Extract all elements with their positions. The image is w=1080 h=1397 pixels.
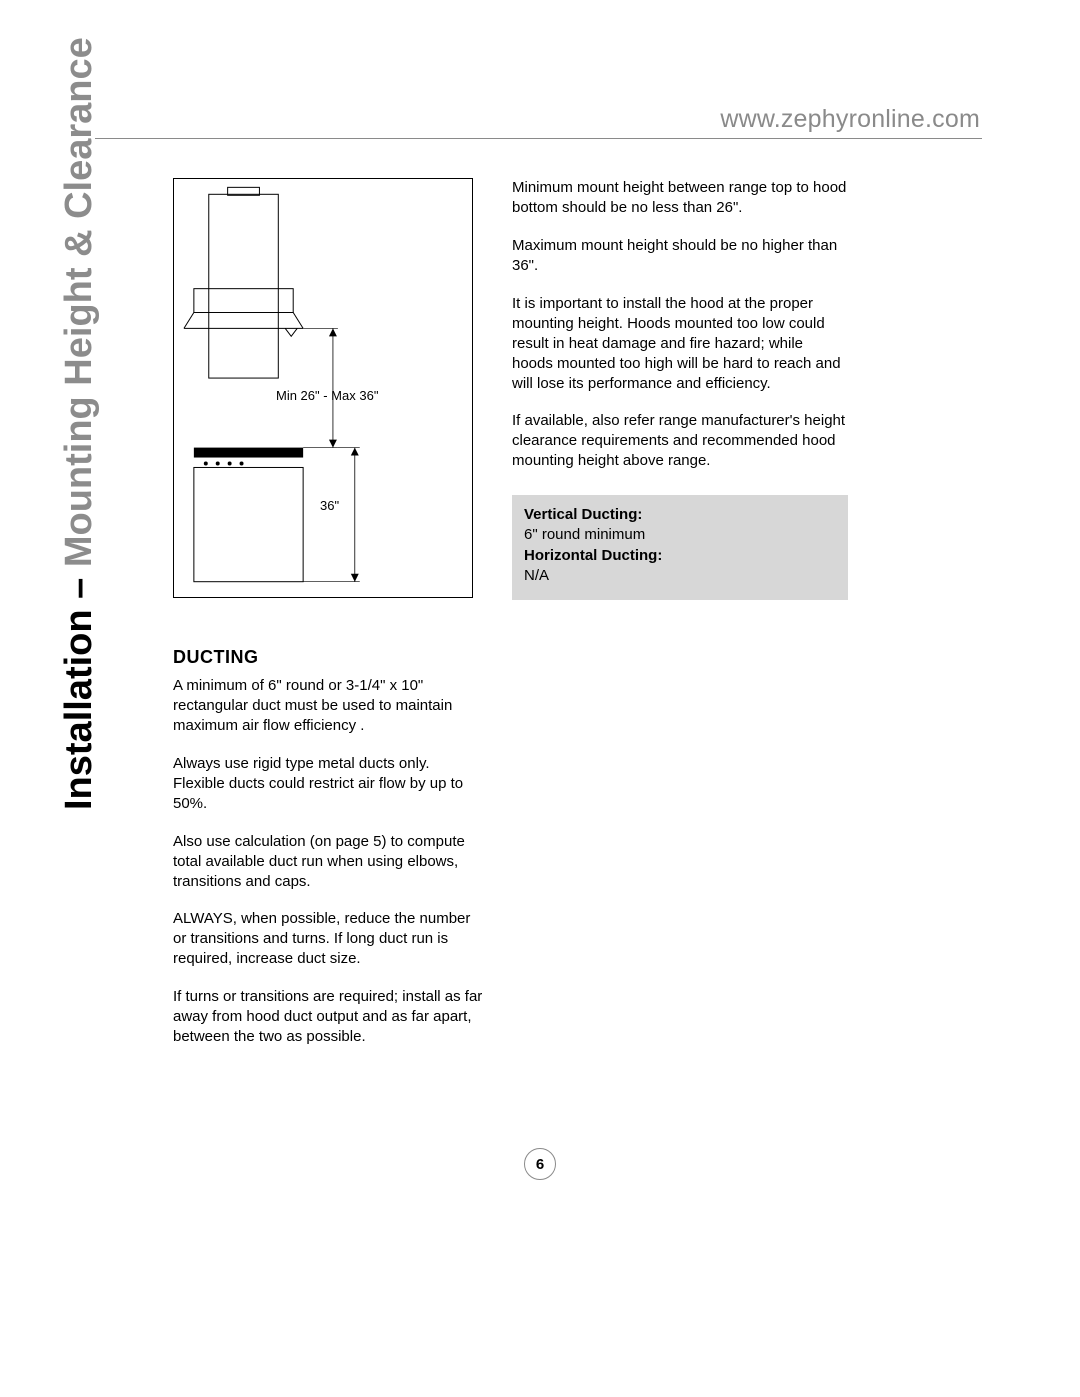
ducting-p5: If turns or transitions are required; in… bbox=[173, 987, 483, 1047]
diagram-clearance-label: Min 26" - Max 36" bbox=[276, 388, 378, 403]
side-title-grey: Mounting Height & Clearance bbox=[58, 37, 100, 567]
mounting-p3: It is important to install the hood at t… bbox=[512, 294, 848, 394]
mounting-paragraphs: Minimum mount height between range top t… bbox=[512, 178, 848, 489]
mounting-p1: Minimum mount height between range top t… bbox=[512, 178, 848, 218]
page: www.zephyronline.com Installation – Moun… bbox=[0, 0, 1080, 1397]
ducting-callout-box: Vertical Ducting: 6" round minimum Horiz… bbox=[512, 495, 848, 600]
ducting-p3: Also use calculation (on page 5) to comp… bbox=[173, 832, 483, 892]
page-number-wrap: 6 bbox=[524, 1148, 556, 1180]
ducting-p1: A minimum of 6" round or 3-1/4" x 10" re… bbox=[173, 676, 483, 736]
vertical-ducting-label: Vertical Ducting: bbox=[524, 506, 642, 523]
header-url: www.zephyronline.com bbox=[720, 105, 980, 134]
mounting-p2: Maximum mount height should be no higher… bbox=[512, 236, 848, 276]
header-rule bbox=[95, 138, 982, 139]
side-title-bold: Installation – bbox=[58, 567, 100, 810]
ducting-p4: ALWAYS, when possible, reduce the number… bbox=[173, 909, 483, 969]
ducting-heading: DUCTING bbox=[173, 647, 259, 668]
page-number: 6 bbox=[524, 1148, 556, 1180]
ducting-paragraphs: A minimum of 6" round or 3-1/4" x 10" re… bbox=[173, 676, 483, 1065]
diagram-range-height-label: 36" bbox=[320, 498, 339, 513]
mounting-p4: If available, also refer range manufactu… bbox=[512, 411, 848, 471]
side-title: Installation – Mounting Height & Clearan… bbox=[58, 37, 101, 810]
vertical-ducting-value: 6" round minimum bbox=[524, 526, 645, 543]
horizontal-ducting-label: Horizontal Ducting: bbox=[524, 547, 662, 564]
horizontal-ducting-value: N/A bbox=[524, 567, 549, 584]
ducting-p2: Always use rigid type metal ducts only. … bbox=[173, 754, 483, 814]
